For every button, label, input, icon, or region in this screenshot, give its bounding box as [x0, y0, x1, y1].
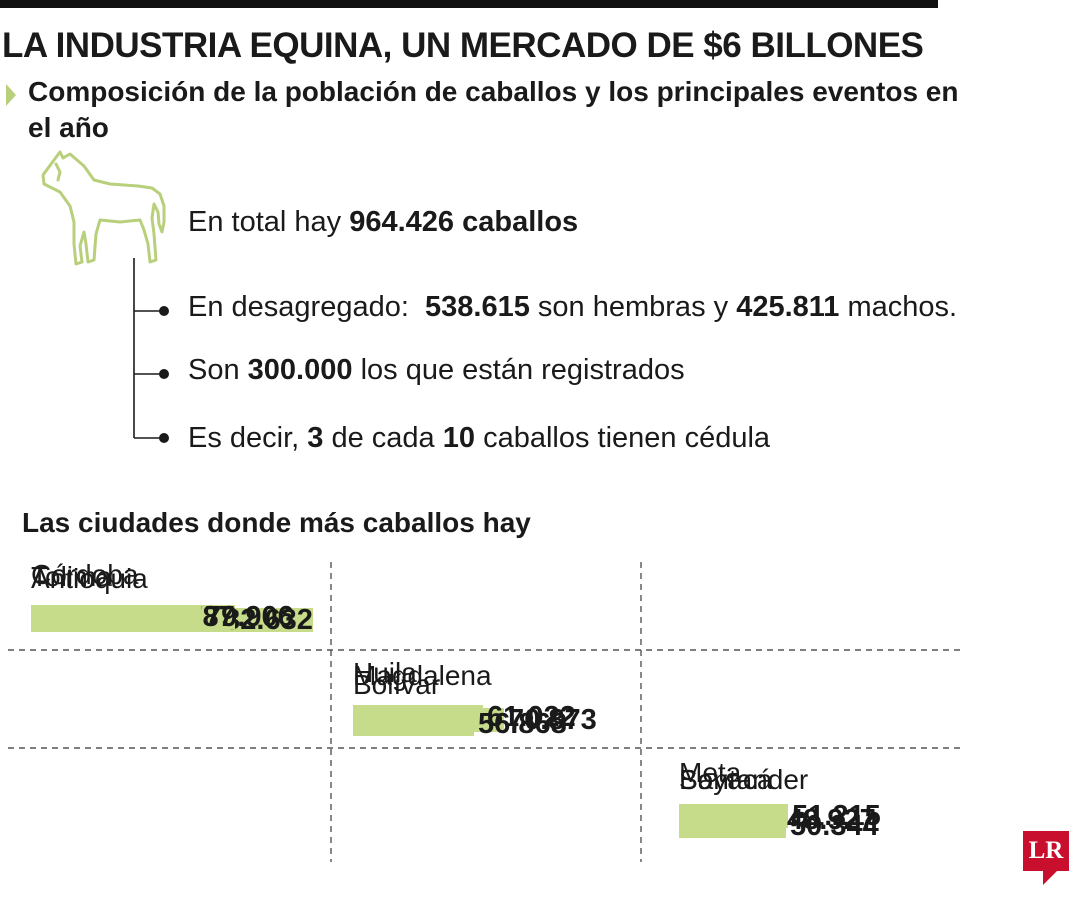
connector-tree	[133, 258, 169, 443]
horse-icon	[41, 150, 166, 266]
total-horses: En total hay 964.426 caballos	[188, 206, 579, 238]
city-tolima-label: Tolima	[31, 561, 112, 592]
lr-logo-tail	[1043, 871, 1057, 885]
lr-logo: LR	[1023, 831, 1069, 871]
chart-title: Las ciudades donde más caballos hay	[22, 507, 531, 538]
city-huila-value: 70.873	[508, 704, 597, 736]
city-meta-label: Meta	[679, 757, 742, 788]
ratio-stat: Es decir, 3 de cada 10 caballos tienen c…	[188, 422, 771, 454]
subtitle-arrow-icon	[6, 84, 16, 106]
city-bolivar-label: Bolívar	[353, 669, 441, 700]
top-rule	[0, 0, 938, 8]
city-cordoba-value: 79.906	[205, 601, 294, 633]
page-subtitle: Composición de la población de caballos …	[28, 76, 959, 143]
registered-stat: Son 300.000 los que están registrados	[188, 354, 685, 386]
city-boyaca-value: 48.927	[787, 804, 876, 836]
breakdown-stat: En desagregado: 538.615 son hembras y 42…	[188, 291, 958, 323]
city-cordoba-label: Córdoba	[31, 559, 139, 590]
city-boyaca-bar	[679, 808, 783, 832]
city-santander-label: Santander	[679, 764, 809, 795]
city-antioquia-label: Antioquia	[31, 563, 148, 594]
city-magdalena-label: Magdalena	[353, 660, 492, 691]
city-cordoba-bar	[31, 605, 201, 629]
city-santander-value: 50.344	[790, 810, 879, 842]
city-boyaca-label: Boyacá	[679, 764, 773, 795]
city-bolivar-bar	[353, 712, 474, 736]
page-title: LA INDUSTRIA EQUINA, UN MERCADO DE $6 BI…	[2, 26, 924, 65]
city-huila-label: Huila	[353, 657, 417, 688]
city-bolivar-value: 56.868	[478, 708, 567, 740]
city-magdalena-value: 61.022	[487, 701, 576, 733]
city-meta-value: 51.215	[792, 800, 881, 832]
